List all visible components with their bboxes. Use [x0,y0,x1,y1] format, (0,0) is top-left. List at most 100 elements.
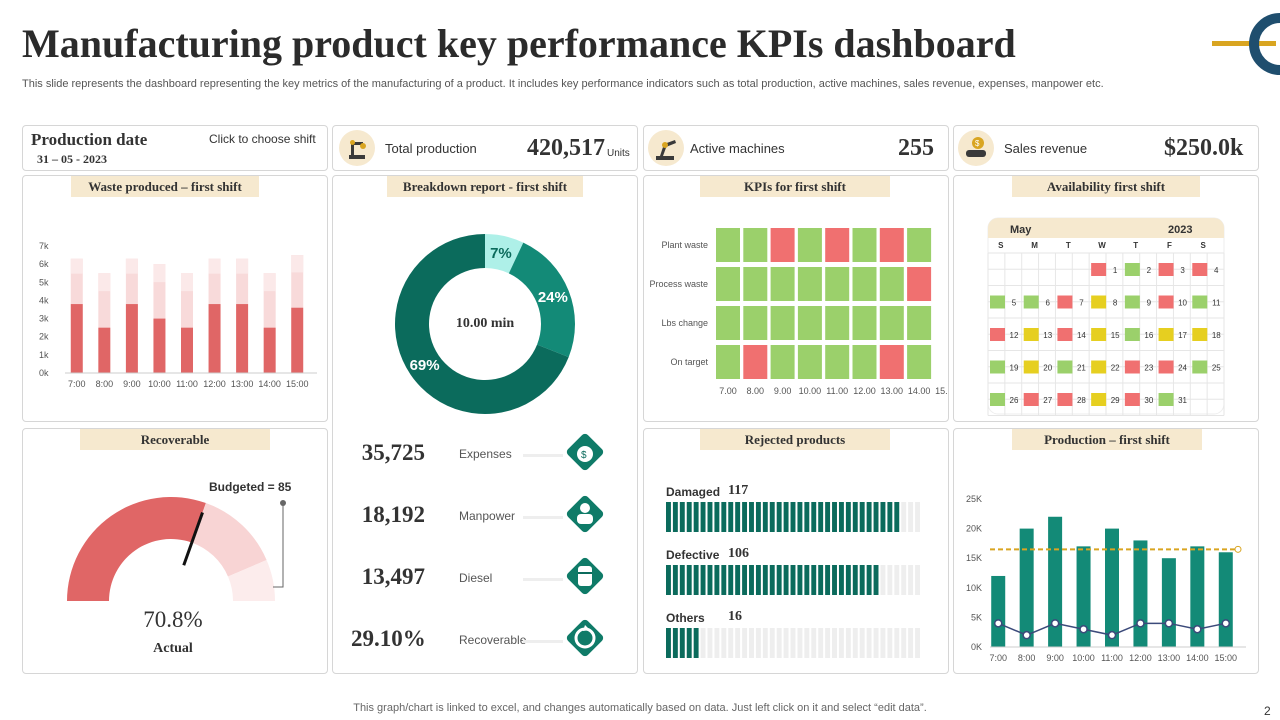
rejected-value: 117 [728,483,749,498]
y-tick-label: 7k [39,241,49,251]
active-machines-value: 255 [898,135,934,161]
calendar-day-status [1023,328,1039,341]
heatmap-col-label: 7.00 [719,386,737,396]
page-subtitle: This slide represents the dashboard repr… [22,78,1104,90]
calendar-day: 30 [1144,396,1153,405]
sales-revenue-card: $ Sales revenue $250.0k [953,125,1259,171]
heatmap-cell [743,306,768,340]
y-tick-label: 1k [39,350,49,360]
calendar-day-status [1158,295,1174,309]
calendar-day: 13 [1043,331,1052,340]
stat-label: Recoverable [459,633,527,647]
heatmap-cell [825,306,850,340]
kpis-first-shift-panel: KPIs for first shift Plant waste Process … [643,175,949,422]
heatmap-cell [907,345,932,379]
x-tick-label: 7:00 [68,379,86,389]
page-title: Manufacturing product key performance KP… [22,21,1016,66]
x-tick-label: 12:00 [1129,653,1152,663]
heatmap-col-label: 11.00 [826,386,848,396]
calendar-day-status [1124,360,1140,374]
calendar-day: 4 [1214,266,1219,275]
worker-icon [563,492,607,536]
calendar-day: 20 [1043,364,1052,373]
calendar-day: 19 [1010,364,1019,373]
calendar-day-status [1091,360,1107,374]
calendar-day-status [1057,393,1073,406]
footer-note: This graph/chart is linked to excel, and… [353,702,927,714]
heatmap-col-label: 8.00 [747,386,765,396]
kpis-first-shift-title: KPIs for first shift [700,176,890,197]
rejected-label: Others [666,611,705,625]
calendar-day: 25 [1212,364,1221,373]
y-tick-label: 10K [966,583,982,593]
calendar-day-status [1192,295,1208,309]
x-tick-label: 11:00 [176,379,198,389]
calendar-weekday: T [1066,241,1071,250]
waste-panel-title: Waste produced – first shift [71,176,259,197]
calendar-header-bg [988,218,1224,238]
heatmap-cell [797,306,822,340]
calendar-day: 6 [1045,299,1050,308]
stat-value: 13,497 [361,564,425,589]
calendar-day-status [1124,393,1140,406]
calendar-weekday: S [1200,241,1206,250]
svg-text:$: $ [581,450,587,461]
y-tick-label: 0k [39,368,49,378]
production-bar [1105,528,1119,647]
heatmap-cell [716,228,740,262]
x-tick-label: 12:00 [203,379,226,389]
calendar-day: 18 [1212,331,1221,340]
production-date-value: 31 – 05 - 2023 [37,152,107,166]
calendar-weekday: F [1167,241,1172,250]
calendar-day-status [1124,328,1140,341]
y-tick-label: 3k [39,314,49,324]
production-date-card[interactable]: Production date 31 – 05 - 2023 Click to … [22,125,328,171]
rejected-bar [666,628,922,658]
recoverable-gauge [67,496,286,601]
y-tick-label: 6k [39,259,49,269]
calendar-day-status [1057,295,1073,309]
choose-shift-link[interactable]: Click to choose shift [209,132,316,146]
heatmap-col-label: 9.00 [774,386,792,396]
robot-arm-icon [339,130,375,166]
calendar-day: 3 [1180,266,1185,275]
heatmap-cell [797,345,822,379]
donut-center-label: 10.00 min [455,316,515,331]
calendar-day: 10 [1178,299,1187,308]
x-tick-label: 8:00 [1018,653,1036,663]
gauge-actual-arc [67,496,206,601]
machine-arm-icon [648,130,684,166]
calendar-day: 15 [1111,331,1120,340]
calendar-day-status [1192,360,1208,374]
y-tick-label: 15K [966,553,982,563]
calendar-day: 31 [1178,396,1187,405]
heatmap-cell [797,267,822,301]
downtime-point [1136,619,1145,628]
heatmap-cell [879,228,904,262]
calendar-weekday: M [1031,241,1038,250]
production-date-label: Production date [31,130,148,149]
calendar-day-status [1023,393,1039,406]
donut-slice [485,234,524,274]
y-tick-label: 25K [966,494,982,504]
calendar-day: 7 [1079,299,1084,308]
x-tick-label: 9:00 [1046,653,1064,663]
calendar-day-status [1091,295,1107,309]
stat-label: Diesel [459,571,493,585]
total-production-unit: Units [607,148,630,159]
donut-label: 69% [410,357,440,374]
x-tick-label: 14:00 [258,379,281,389]
gauge-actual-value: 70.8% [143,607,203,632]
x-tick-label: 14:00 [1186,653,1209,663]
rejected-value: 16 [728,609,742,624]
waste-chart: 0k 1k 2k 3k 4k 5k 6k 7k 7:00 8:00 9:00 10:00 11:00 12… [39,241,317,389]
waste-bar [236,304,249,373]
breakdown-panel-title: Breakdown report - first shift [387,176,583,197]
heatmap-cell [743,228,768,262]
waste-bar [208,304,221,373]
sales-revenue-value: $250.0k [1164,135,1244,161]
calendar-day-status [1158,328,1174,341]
total-production-label: Total production [385,141,477,156]
stat-label: Manpower [459,509,516,523]
stat-connector [523,516,563,519]
